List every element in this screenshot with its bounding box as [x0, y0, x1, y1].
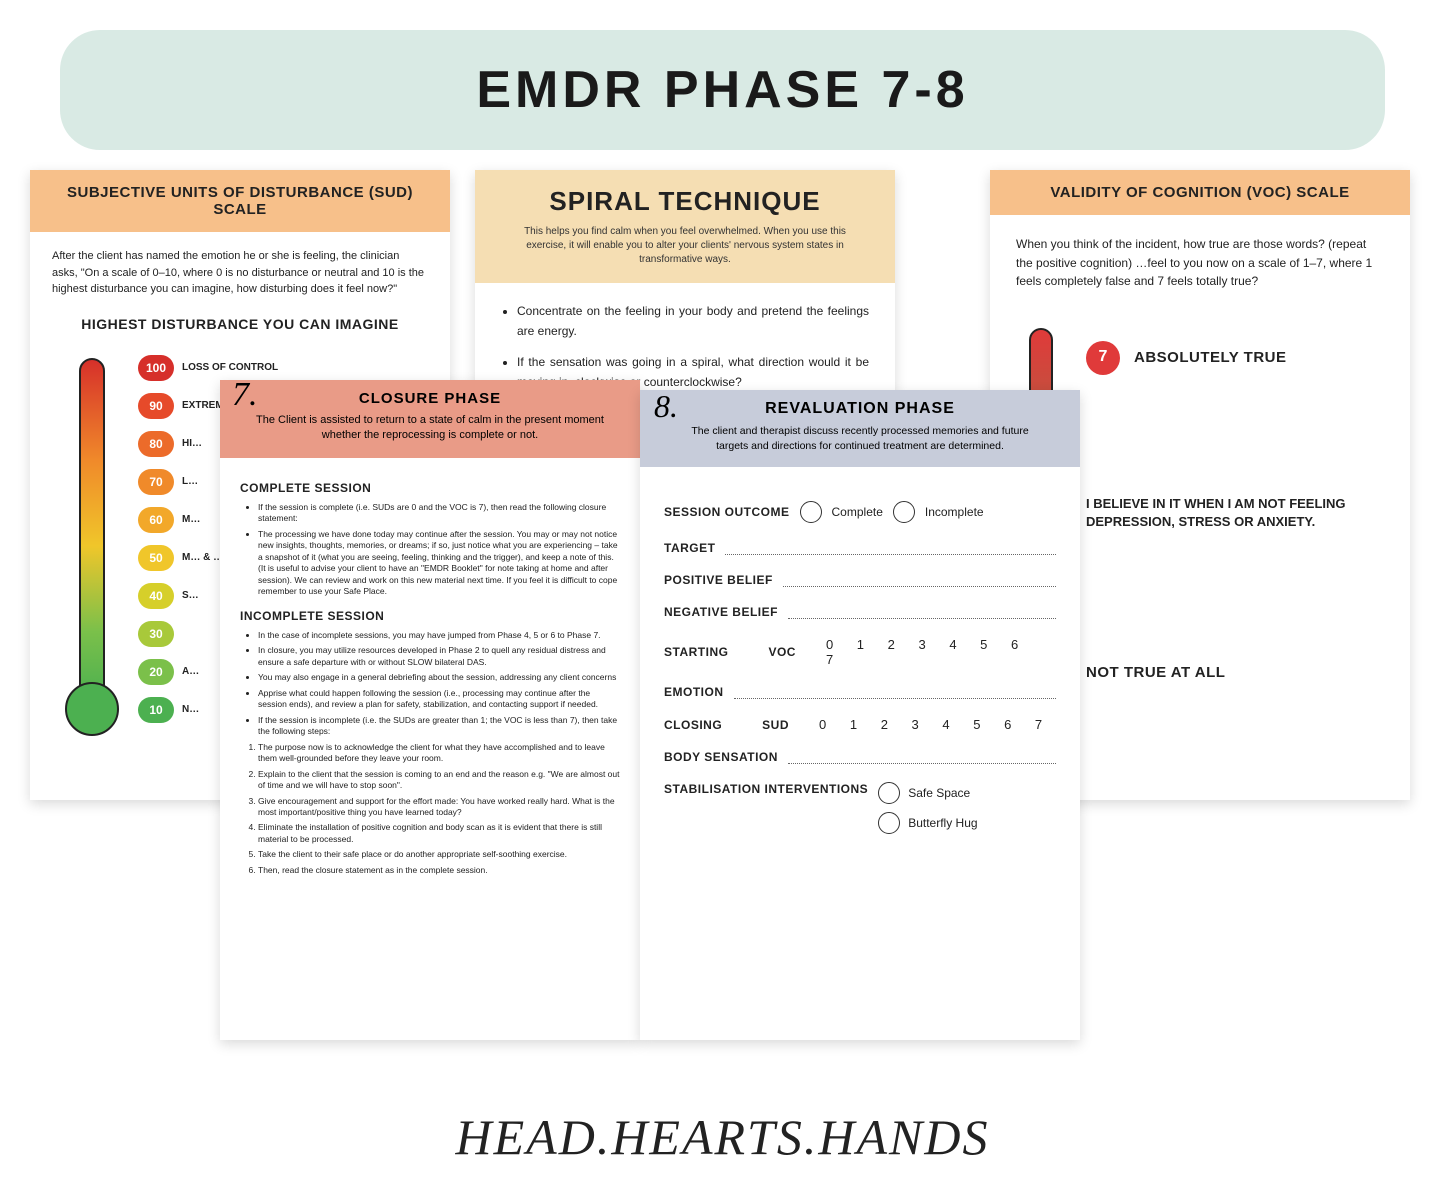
complete-items: If the session is complete (i.e. SUDs ar…: [240, 502, 620, 598]
reval-field-label: NEGATIVE BELIEF: [664, 605, 778, 619]
voc-scale: 0 1 2 3 4 5 6 7: [826, 637, 1056, 667]
emotion-input[interactable]: [734, 685, 1057, 699]
outcome-complete-radio[interactable]: [800, 501, 822, 523]
outcome-incomplete-label: Incomplete: [925, 505, 984, 519]
sud-level-label: N…: [182, 702, 199, 717]
incomplete-bullet: In the case of incomplete sessions, you …: [258, 630, 620, 641]
footer-brand: HEAD.HEARTS.HANDS: [0, 1108, 1445, 1166]
reval-field-row: NEGATIVE BELIEF: [664, 605, 1056, 619]
reval-field-input[interactable]: [725, 541, 1056, 555]
sud-level-badge: 100: [138, 355, 174, 381]
stab-safespace-radio[interactable]: [878, 782, 900, 804]
voc-top-badge: 7: [1086, 341, 1120, 375]
spiral-bullet: Concentrate on the feeling in your body …: [517, 301, 869, 342]
sud-level-label: M…: [182, 512, 200, 527]
incomplete-step: Give encouragement and support for the e…: [258, 796, 620, 819]
reval-field-row: TARGET: [664, 541, 1056, 555]
outcome-incomplete-radio[interactable]: [893, 501, 915, 523]
cards-area: SUBJECTIVE UNITS OF DISTURBANCE (SUD) SC…: [20, 170, 1425, 1040]
emotion-label: EMOTION: [664, 685, 724, 699]
sud-level-badge: 10: [138, 697, 174, 723]
stab-butterfly-radio[interactable]: [878, 812, 900, 834]
outcome-complete-label: Complete: [832, 505, 883, 519]
sud-subheader: HIGHEST DISTURBANCE YOU CAN IMAGINE: [52, 314, 428, 335]
spiral-header-title: SPIRAL TECHNIQUE: [503, 186, 867, 217]
incomplete-bullet: In closure, you may utilize resources de…: [258, 645, 620, 668]
stab-butterfly-label: Butterfly Hug: [908, 816, 977, 830]
complete-session-heading: COMPLETE SESSION: [240, 480, 620, 496]
sud-level-label: HI…: [182, 436, 202, 451]
closure-header: 7. CLOSURE PHASE The Client is assisted …: [220, 380, 640, 458]
stabilisation-label: STABILISATION INTERVENTIONS: [664, 782, 868, 796]
closing-label: CLOSING: [664, 718, 722, 732]
reval-field-label: POSITIVE BELIEF: [664, 573, 773, 587]
reval-field-input[interactable]: [783, 573, 1056, 587]
incomplete-step: Take the client to their safe place or d…: [258, 849, 620, 860]
title-banner: EMDR PHASE 7-8: [60, 30, 1385, 150]
sud-header: SUBJECTIVE UNITS OF DISTURBANCE (SUD) SC…: [30, 170, 450, 232]
closure-header-title: CLOSURE PHASE: [238, 390, 622, 407]
page-title: EMDR PHASE 7-8: [60, 60, 1385, 120]
spiral-intro: This helps you find calm when you feel o…: [503, 225, 867, 267]
sud-level-badge: 20: [138, 659, 174, 685]
reval-field-input[interactable]: [788, 605, 1056, 619]
sud-level-badge: 50: [138, 545, 174, 571]
incomplete-bullets: In the case of incomplete sessions, you …: [240, 630, 620, 738]
stab-safespace-label: Safe Space: [908, 786, 970, 800]
revaluation-card: 8. REVALUATION PHASE The client and ther…: [640, 390, 1080, 1040]
sud-level-badge: 40: [138, 583, 174, 609]
incomplete-step: Eliminate the installation of positive c…: [258, 822, 620, 845]
sud-intro: After the client has named the emotion h…: [52, 248, 428, 298]
incomplete-step: Explain to the client that the session i…: [258, 769, 620, 792]
reval-field-label: TARGET: [664, 541, 715, 555]
sud-level-label: S…: [182, 588, 199, 603]
incomplete-step: Then, read the closure statement as in t…: [258, 865, 620, 876]
sud-level-badge: 80: [138, 431, 174, 457]
body-sensation-input[interactable]: [788, 750, 1056, 764]
body-sensation-label: BODY SENSATION: [664, 750, 778, 764]
session-outcome-label: SESSION OUTCOME: [664, 505, 790, 519]
sud-label: SUD: [762, 718, 789, 732]
voc-header-title: VALIDITY OF COGNITION (VOC) SCALE: [1000, 184, 1400, 201]
complete-item: The processing we have done today may co…: [258, 529, 620, 598]
incomplete-steps: The purpose now is to acknowledge the cl…: [240, 742, 620, 877]
closure-number: 7.: [232, 376, 258, 414]
starting-label: STARTING: [664, 645, 728, 659]
voc-top-label: ABSOLUTELY TRUE: [1134, 346, 1287, 369]
sud-level-badge: 70: [138, 469, 174, 495]
sud-level-label: LOSS OF CONTROL: [182, 360, 278, 375]
closure-card: 7. CLOSURE PHASE The Client is assisted …: [220, 380, 640, 1040]
sud-header-title: SUBJECTIVE UNITS OF DISTURBANCE (SUD) SC…: [40, 184, 440, 218]
voc-label: VOC: [768, 645, 796, 659]
spiral-header: SPIRAL TECHNIQUE This helps you find cal…: [475, 170, 895, 283]
sud-level-badge: 60: [138, 507, 174, 533]
sud-level-badge: 30: [138, 621, 174, 647]
voc-mid-text: I BELIEVE IN IT WHEN I AM NOT FEELING DE…: [1086, 495, 1384, 531]
incomplete-session-heading: INCOMPLETE SESSION: [240, 608, 620, 624]
thermometer: [52, 349, 132, 749]
voc-bottom-label: NOT TRUE AT ALL: [1086, 661, 1384, 684]
complete-item: If the session is complete (i.e. SUDs ar…: [258, 502, 620, 525]
reval-field-row: POSITIVE BELIEF: [664, 573, 1056, 587]
closure-intro: The Client is assisted to return to a st…: [238, 413, 622, 444]
reval-intro: The client and therapist discuss recentl…: [660, 424, 1060, 453]
reval-header: 8. REVALUATION PHASE The client and ther…: [640, 390, 1080, 467]
incomplete-step: The purpose now is to acknowledge the cl…: [258, 742, 620, 765]
voc-intro: When you think of the incident, how true…: [1016, 235, 1384, 291]
incomplete-bullet: Apprise what could happen following the …: [258, 688, 620, 711]
sud-level-label: M… & …: [182, 550, 223, 565]
sud-level-label: L…: [182, 474, 198, 489]
reval-header-title: REVALUATION PHASE: [660, 400, 1060, 418]
incomplete-bullet: If the session is incomplete (i.e. the S…: [258, 715, 620, 738]
sud-level-badge: 90: [138, 393, 174, 419]
sud-scale-nums: 0 1 2 3 4 5 6 7: [819, 717, 1052, 732]
sud-level-label: A…: [182, 664, 199, 679]
reval-number: 8.: [654, 388, 678, 425]
voc-header: VALIDITY OF COGNITION (VOC) SCALE: [990, 170, 1410, 215]
incomplete-bullet: You may also engage in a general debrief…: [258, 672, 620, 683]
